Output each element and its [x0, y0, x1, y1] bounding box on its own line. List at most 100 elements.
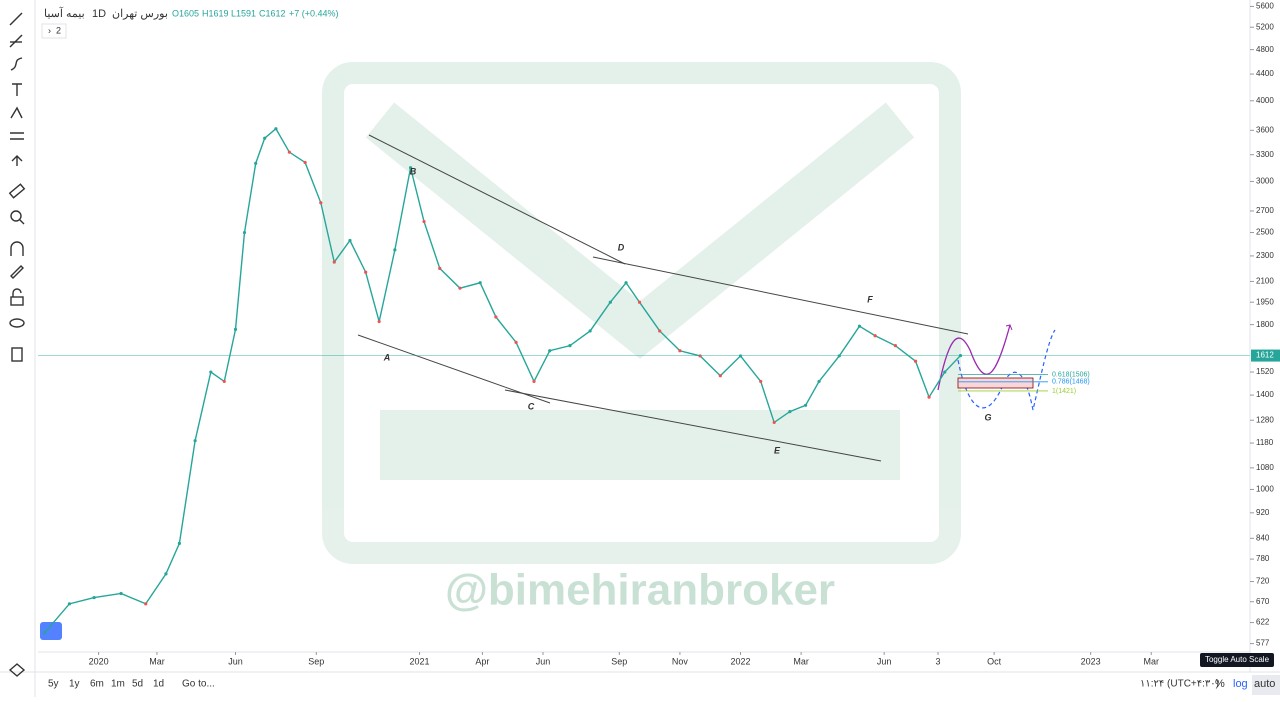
x-tick-label: Sep — [308, 656, 324, 666]
y-tick-label: 1950 — [1256, 297, 1274, 306]
goto-button[interactable]: Go to... — [182, 679, 215, 690]
price-point — [678, 349, 682, 353]
indicator-toggle[interactable] — [41, 23, 67, 39]
x-tick-label: 2021 — [410, 656, 430, 666]
price-point — [319, 201, 323, 205]
price-point — [738, 354, 743, 358]
x-tick-label: Sep — [611, 656, 627, 666]
wave-label: C — [528, 401, 535, 411]
y-tick-label: 920 — [1256, 508, 1270, 517]
price-point — [494, 315, 498, 319]
price-point — [873, 334, 877, 338]
price-point — [478, 281, 482, 285]
bottom-bar: 5y 1y 6m 1m 5d 1d Go to... — [48, 679, 215, 690]
price-point — [837, 354, 841, 358]
price-point — [718, 374, 722, 378]
price-point — [348, 238, 352, 243]
price-point — [637, 300, 642, 304]
x-tick-label: Mar — [1143, 656, 1159, 666]
y-tick-label: 3300 — [1256, 150, 1274, 159]
price-point — [393, 248, 397, 252]
auto-bg — [1252, 675, 1280, 695]
ohlc-high: H1619 — [202, 8, 229, 18]
toolbar-icons[interactable] — [8, 12, 26, 677]
price-point — [242, 230, 247, 235]
indicator-count[interactable]: 2 — [56, 25, 61, 35]
y-tick-label: 1400 — [1256, 390, 1274, 399]
price-point — [608, 300, 612, 304]
price-point — [364, 270, 368, 274]
price-point — [532, 379, 536, 384]
y-tick-label: 1800 — [1256, 320, 1274, 329]
wave-label: A — [383, 352, 391, 362]
tooltip-bg — [1200, 653, 1274, 667]
price-point — [144, 602, 148, 606]
ohlc-change: +7 (+0.44%) — [289, 8, 339, 18]
y-tick-label: 3000 — [1256, 177, 1274, 186]
range-button[interactable]: 1m — [111, 679, 125, 690]
range-button[interactable]: 5d — [132, 679, 143, 690]
fib-label: 0.786(1468) — [1052, 379, 1090, 386]
price-point — [913, 359, 918, 363]
price-point — [927, 395, 931, 399]
auto-toggle[interactable]: auto — [1254, 678, 1275, 690]
x-tick-label: Mar — [149, 656, 165, 666]
wave-label: G — [984, 412, 991, 422]
last-price-label: 1612 — [1256, 351, 1274, 360]
price-point — [588, 329, 592, 333]
y-tick-label: 2700 — [1256, 206, 1274, 215]
price-point — [759, 379, 763, 384]
price-point — [43, 631, 47, 635]
wave-label: F — [867, 294, 873, 304]
y-tick-label: 1280 — [1256, 415, 1274, 424]
ohlc-open: O1605 — [172, 8, 199, 18]
range-button[interactable]: 6m — [90, 679, 104, 690]
price-point — [274, 127, 278, 131]
projection-arrow — [1005, 324, 1013, 331]
range-button[interactable]: 5y — [48, 679, 59, 690]
projection-path — [937, 324, 1011, 391]
y-tick-label: 3600 — [1256, 125, 1274, 134]
price-point — [332, 260, 336, 264]
y-tick-label: 840 — [1256, 533, 1270, 542]
price-point — [624, 281, 628, 285]
price-point — [119, 591, 123, 596]
percent-toggle[interactable]: % — [1215, 678, 1225, 690]
y-tick-label: 5200 — [1256, 22, 1274, 31]
exchange: بورس تهران — [112, 8, 168, 20]
price-point — [422, 219, 426, 224]
x-tick-label: Nov — [672, 656, 689, 666]
price-point — [568, 344, 572, 348]
log-toggle[interactable]: log — [1233, 678, 1248, 690]
x-tick-label: Jun — [877, 656, 892, 666]
range-button[interactable]: 1d — [153, 679, 164, 690]
x-tick-label: Oct — [987, 656, 1002, 666]
price-point — [658, 329, 662, 333]
symbol: بیمه آسیا — [44, 7, 85, 20]
price-point — [377, 319, 381, 324]
logo-badge[interactable] — [40, 622, 62, 640]
y-tick-label: 5600 — [1256, 2, 1274, 11]
interval: 1D — [92, 8, 106, 20]
price-point — [698, 354, 702, 358]
fib-label: 1(1421) — [1052, 388, 1076, 395]
price-point — [817, 379, 821, 384]
tooltip: Toggle Auto Scale — [1205, 655, 1270, 664]
range-button[interactable]: 1y — [69, 679, 80, 690]
price-point — [857, 324, 862, 328]
price-point — [254, 161, 258, 165]
x-tick-label: Jun — [228, 656, 243, 666]
fib-label: 0.618(1506) — [1052, 371, 1090, 378]
y-tick-label: 4800 — [1256, 45, 1274, 54]
price-point — [438, 266, 442, 270]
wave-label: D — [618, 242, 625, 252]
y-tick-label: 577 — [1256, 639, 1270, 648]
projection-path-alt — [957, 329, 1056, 411]
price-point — [408, 166, 413, 170]
price-point — [222, 379, 226, 384]
x-tick-label: 2020 — [89, 656, 109, 666]
price-point — [263, 136, 267, 140]
y-tick-label: 780 — [1256, 554, 1270, 563]
